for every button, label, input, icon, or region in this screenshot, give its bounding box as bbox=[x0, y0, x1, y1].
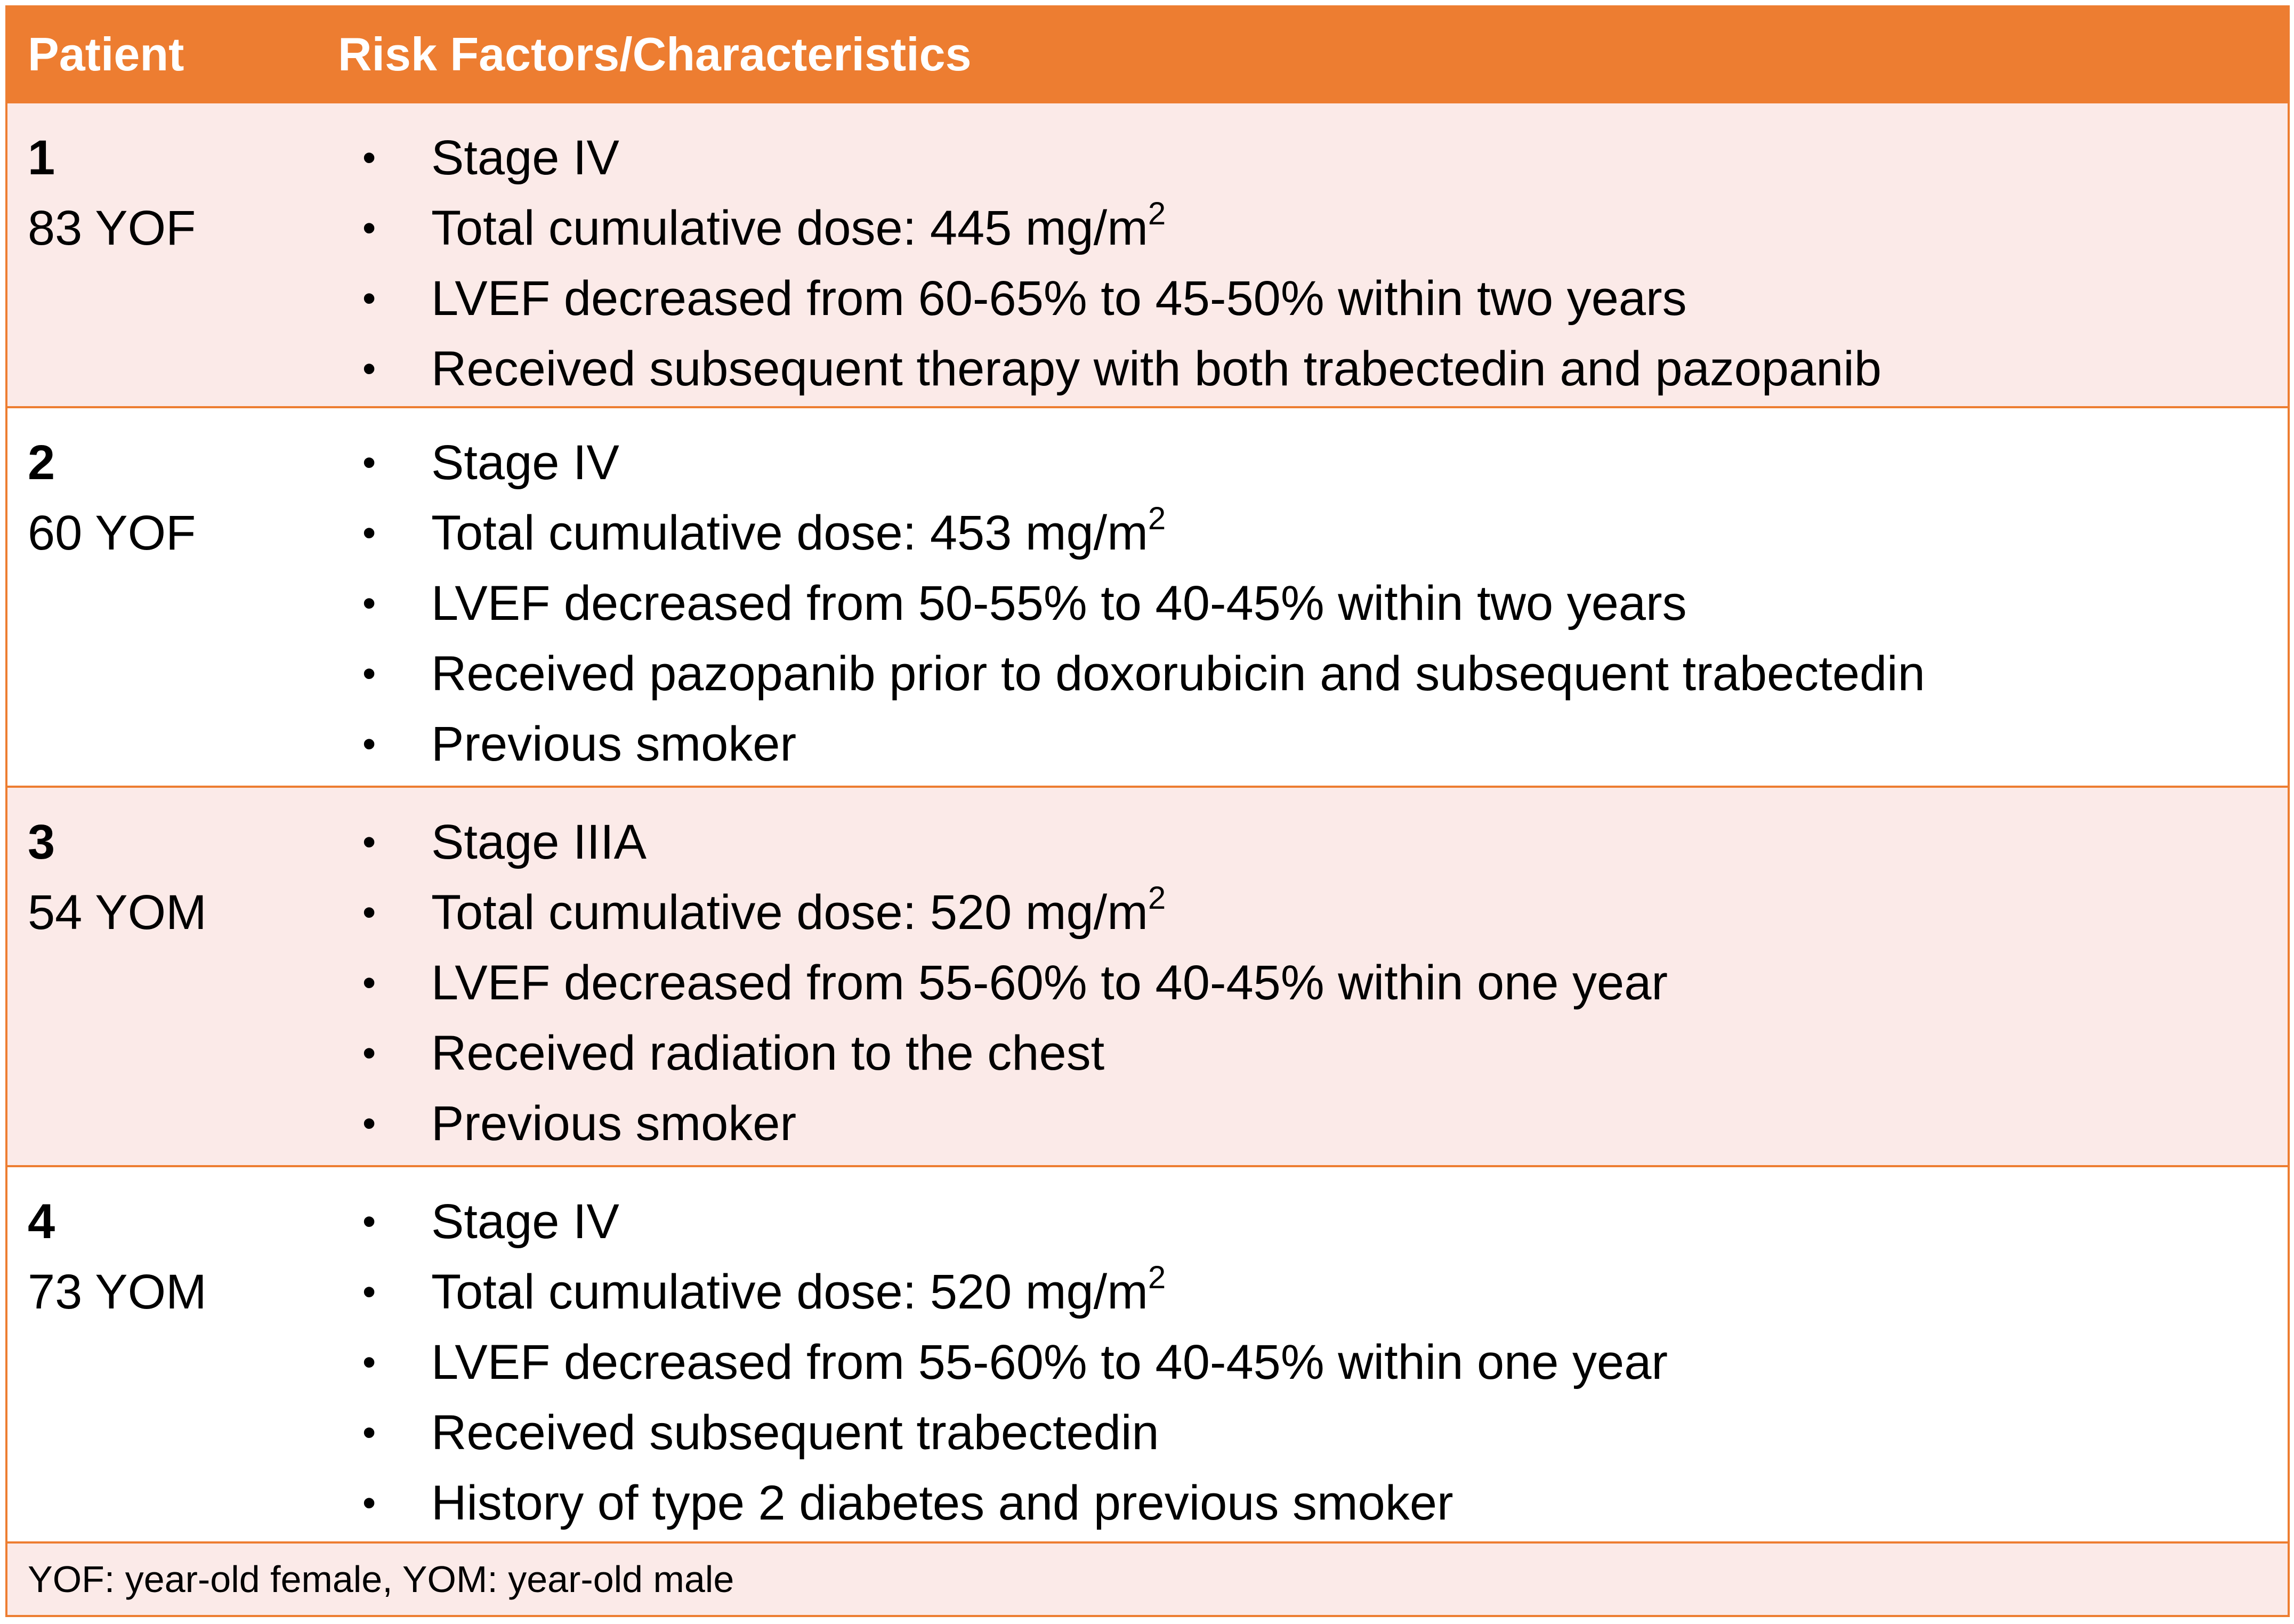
risk-factor-item: • Previous smoker bbox=[338, 1088, 2288, 1159]
bullet-icon: • bbox=[362, 1411, 376, 1454]
risk-factor-list: • Stage IV • Total cumulative dose: 445 mg/… bbox=[338, 123, 2288, 404]
risk-factor-item: • History of type 2 diabetes and previous… bbox=[338, 1468, 2288, 1538]
table-footnote: YOF: year-old female, YOM: year-old male bbox=[7, 1541, 2288, 1615]
risk-factor-item: • Received subsequent trabectedin bbox=[338, 1397, 2288, 1468]
risk-factor-text: LVEF decreased from 60-65% to 45-50% wit… bbox=[431, 271, 1687, 326]
patient-description: 60 YOF bbox=[28, 506, 196, 560]
risk-factor-text: Previous smoker bbox=[431, 717, 797, 771]
risk-factor-text: Stage IIIA bbox=[431, 815, 647, 869]
risk-factor-item: • Received subsequent therapy with both t… bbox=[338, 334, 2288, 404]
bullet-icon: • bbox=[362, 1200, 376, 1243]
risk-factor-text: Received subsequent therapy with both tr… bbox=[431, 342, 1882, 396]
bullet-icon: • bbox=[362, 348, 376, 390]
bullet-icon: • bbox=[362, 277, 376, 320]
patient-description: 83 YOF bbox=[28, 201, 196, 255]
unit-superscript: 2 bbox=[1148, 500, 1166, 537]
risk-factor-text: Total cumulative dose: 453 mg/m bbox=[431, 506, 1148, 560]
risk-factor-text: LVEF decreased from 55-60% to 40-45% wit… bbox=[431, 1335, 1668, 1389]
bullet-icon: • bbox=[362, 891, 376, 934]
risk-factor-text: Received radiation to the chest bbox=[431, 1026, 1105, 1080]
risk-factor-text: Stage IV bbox=[431, 435, 619, 490]
patient-cell: 3 54 YOM bbox=[7, 788, 338, 1165]
risk-factor-text: History of type 2 diabetes and previous … bbox=[431, 1476, 1453, 1530]
bullet-icon: • bbox=[362, 136, 376, 179]
risk-factors-cell: • Stage IV • Total cumulative dose: 453 mg/… bbox=[338, 408, 2288, 786]
table-header-row: Patient Risk Factors/Characteristics bbox=[7, 7, 2288, 101]
risk-factor-list: • Stage IV • Total cumulative dose: 520 mg/… bbox=[338, 1186, 2288, 1538]
patient-number: 1 bbox=[28, 131, 55, 185]
table-row: 3 54 YOM • Stage IIIA • Total cumulative dose… bbox=[7, 786, 2288, 1165]
header-patient: Patient bbox=[28, 28, 184, 80]
risk-factor-text: Previous smoker bbox=[431, 1096, 797, 1151]
patient-cell: 1 83 YOF bbox=[7, 103, 338, 406]
table-row: 1 83 YOF • Stage IV • Total cumulative dose: … bbox=[7, 101, 2288, 406]
risk-factor-item: • Stage IV bbox=[338, 1186, 2288, 1257]
risk-factors-cell: • Stage IV • Total cumulative dose: 445 mg/… bbox=[338, 103, 2288, 406]
risk-factor-item: • LVEF decreased from 55-60% to 40-45% wi… bbox=[338, 948, 2288, 1018]
risk-factor-text: LVEF decreased from 50-55% to 40-45% wit… bbox=[431, 576, 1687, 631]
bullet-icon: • bbox=[362, 1482, 376, 1524]
risk-factors-cell: • Stage IV • Total cumulative dose: 520 mg/… bbox=[338, 1167, 2288, 1541]
risk-factor-item: • LVEF decreased from 60-65% to 45-50% wi… bbox=[338, 263, 2288, 334]
bullet-icon: • bbox=[362, 1271, 376, 1313]
bullet-icon: • bbox=[362, 1032, 376, 1074]
risk-factor-item: • Total cumulative dose: 520 mg/m2 bbox=[338, 1257, 2288, 1327]
risk-factor-text: Total cumulative dose: 520 mg/m bbox=[431, 885, 1148, 940]
patient-number: 2 bbox=[28, 435, 55, 490]
patient-description: 54 YOM bbox=[28, 885, 207, 940]
bullet-icon: • bbox=[362, 207, 376, 249]
risk-factor-item: • LVEF decreased from 50-55% to 40-45% wi… bbox=[338, 568, 2288, 639]
risk-factor-item: • Stage IV bbox=[338, 427, 2288, 498]
patient-description: 73 YOM bbox=[28, 1265, 207, 1319]
patient-risk-table: Patient Risk Factors/Characteristics 1 83… bbox=[5, 5, 2290, 1617]
bullet-icon: • bbox=[362, 821, 376, 863]
bullet-icon: • bbox=[362, 582, 376, 625]
risk-factor-list: • Stage IIIA • Total cumulative dose: 520 m… bbox=[338, 807, 2288, 1159]
risk-factor-item: • Total cumulative dose: 445 mg/m2 bbox=[338, 193, 2288, 263]
risk-factor-text: Stage IV bbox=[431, 1194, 619, 1249]
risk-factor-item: • Total cumulative dose: 520 mg/m2 bbox=[338, 877, 2288, 948]
risk-factor-text: LVEF decreased from 55-60% to 40-45% wit… bbox=[431, 956, 1668, 1010]
risk-factor-item: • Previous smoker bbox=[338, 709, 2288, 779]
bullet-icon: • bbox=[362, 1102, 376, 1145]
unit-superscript: 2 bbox=[1148, 880, 1166, 916]
risk-factor-item: • Received radiation to the chest bbox=[338, 1018, 2288, 1088]
patient-cell: 4 73 YOM bbox=[7, 1167, 338, 1541]
risk-factor-text: Stage IV bbox=[431, 131, 619, 185]
unit-superscript: 2 bbox=[1148, 1259, 1166, 1296]
patient-number: 3 bbox=[28, 815, 55, 869]
risk-factor-item: • Stage IV bbox=[338, 123, 2288, 193]
bullet-icon: • bbox=[362, 652, 376, 695]
risk-factor-list: • Stage IV • Total cumulative dose: 453 mg/… bbox=[338, 427, 2288, 779]
header-risk-factors: Risk Factors/Characteristics bbox=[338, 28, 972, 80]
risk-factor-item: • LVEF decreased from 55-60% to 40-45% wi… bbox=[338, 1327, 2288, 1397]
risk-factor-text: Total cumulative dose: 520 mg/m bbox=[431, 1265, 1148, 1319]
bullet-icon: • bbox=[362, 723, 376, 765]
risk-factor-text: Received subsequent trabectedin bbox=[431, 1405, 1159, 1460]
risk-factor-item: • Total cumulative dose: 453 mg/m2 bbox=[338, 498, 2288, 568]
table-row: 4 73 YOM • Stage IV • Total cumulative dose: … bbox=[7, 1165, 2288, 1541]
risk-factors-cell: • Stage IIIA • Total cumulative dose: 520 m… bbox=[338, 788, 2288, 1165]
table-body: 1 83 YOF • Stage IV • Total cumulative dose: … bbox=[7, 101, 2288, 1541]
risk-factor-text: Total cumulative dose: 445 mg/m bbox=[431, 201, 1148, 255]
bullet-icon: • bbox=[362, 1341, 376, 1384]
patient-number: 4 bbox=[28, 1194, 55, 1249]
bullet-icon: • bbox=[362, 962, 376, 1004]
patient-cell: 2 60 YOF bbox=[7, 408, 338, 786]
bullet-icon: • bbox=[362, 441, 376, 484]
risk-factor-text: Received pazopanib prior to doxorubicin … bbox=[431, 647, 1925, 701]
unit-superscript: 2 bbox=[1148, 196, 1166, 232]
risk-factor-item: • Stage IIIA bbox=[338, 807, 2288, 877]
risk-factor-item: • Received pazopanib prior to doxorubicin… bbox=[338, 639, 2288, 709]
table-row: 2 60 YOF • Stage IV • Total cumulative dose: … bbox=[7, 406, 2288, 786]
bullet-icon: • bbox=[362, 512, 376, 554]
